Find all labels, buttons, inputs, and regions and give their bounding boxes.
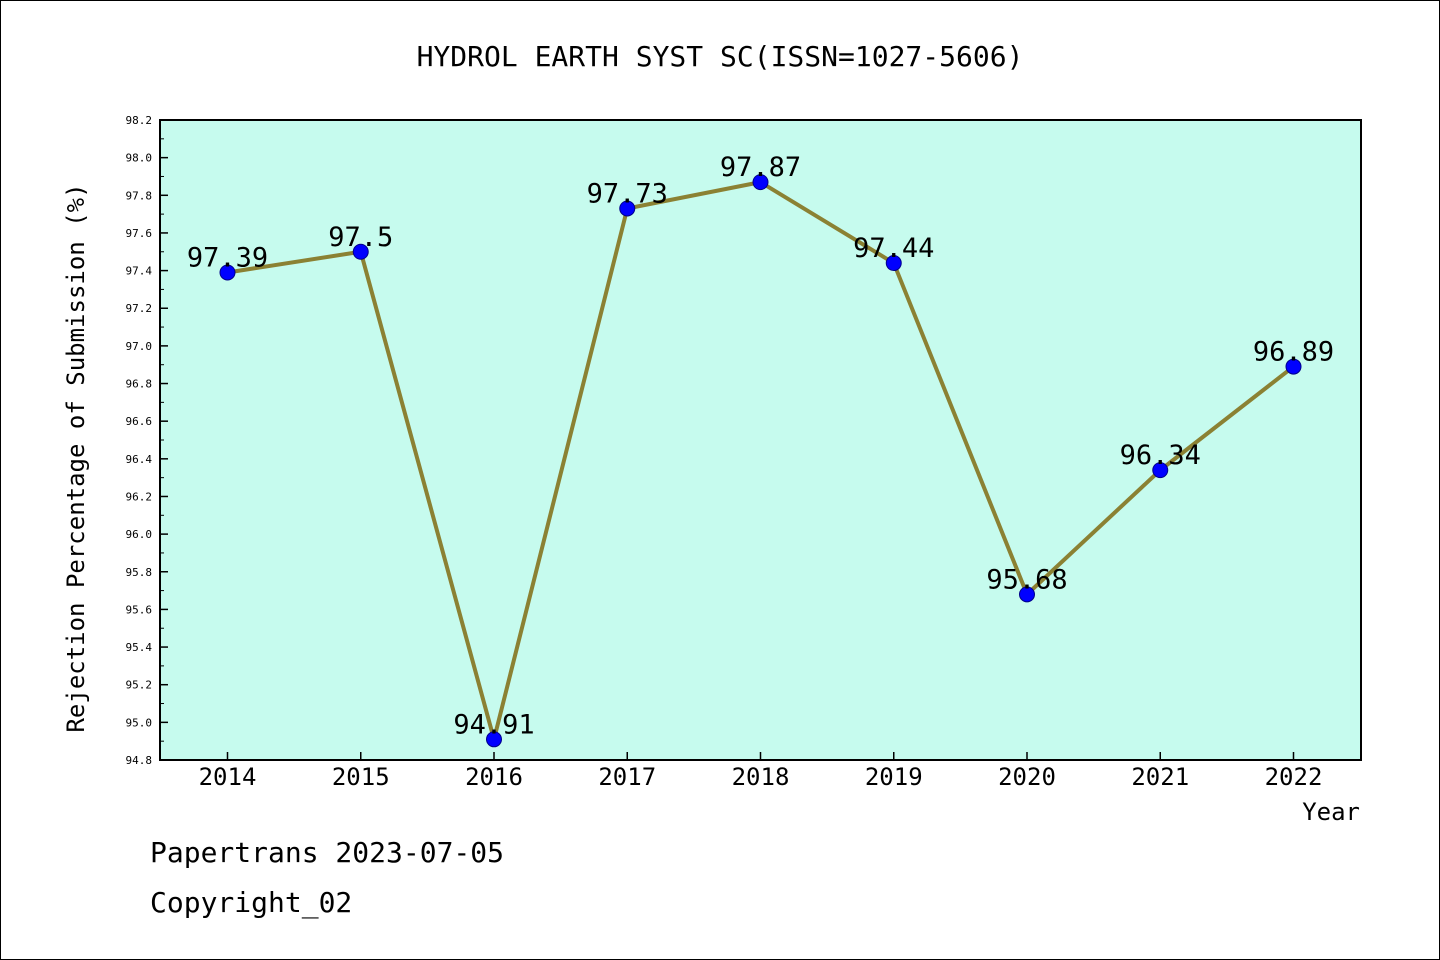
y-tick-label: 95.6 xyxy=(126,603,153,616)
x-axis-ticks: 2014 2015 2016 2017 2018 2019 2020 2021 2022 xyxy=(199,752,1323,791)
y-tick-label: 95.2 xyxy=(126,679,153,692)
data-point xyxy=(885,255,902,272)
data-point xyxy=(1152,462,1169,479)
x-axis-label: Year xyxy=(1302,798,1360,826)
data-label: 97.39 xyxy=(187,242,268,273)
y-tick-label: 96.8 xyxy=(126,378,153,391)
y-tick-label: 96.0 xyxy=(126,528,153,541)
data-point xyxy=(619,200,636,217)
data-label: 94.91 xyxy=(453,709,534,740)
data-point xyxy=(1285,358,1302,375)
y-tick-label: 95.4 xyxy=(126,641,153,654)
y-tick-label: 96.6 xyxy=(126,415,153,428)
x-tick-label: 2016 xyxy=(465,763,523,791)
data-point xyxy=(752,174,769,191)
data-label: 96.34 xyxy=(1120,440,1201,471)
data-point xyxy=(486,731,502,748)
data-label: 96.89 xyxy=(1253,337,1334,368)
y-axis-ticks: 94.8 95.0 95.2 95.4 95.6 95.8 96.0 96.2 96.4 96.6… xyxy=(126,114,168,767)
y-tick-label: 97.6 xyxy=(126,227,153,240)
x-tick-label: 2015 xyxy=(332,763,390,791)
y-tick-label: 94.8 xyxy=(126,754,153,767)
data-labels: 97.39 97.5 94.91 97.73 97.87 97.44 95.68 96.34 9… xyxy=(187,152,1334,740)
footer-copyright: Copyright_02 xyxy=(150,886,353,919)
data-label: 97.73 xyxy=(587,178,668,209)
plot-area xyxy=(159,119,1362,761)
data-label: 95.68 xyxy=(986,564,1067,595)
y-tick-label: 98.0 xyxy=(126,152,153,165)
x-tick-label: 2017 xyxy=(598,763,656,791)
data-label: 97.44 xyxy=(853,233,934,264)
y-tick-label: 96.4 xyxy=(126,453,153,466)
data-point xyxy=(1019,586,1035,603)
y-axis-label: Rejection Percentage of Submission (%) xyxy=(62,183,90,732)
x-tick-label: 2019 xyxy=(865,763,923,791)
series-markers xyxy=(219,174,1302,748)
y-tick-label: 97.8 xyxy=(126,189,153,202)
x-tick-label: 2022 xyxy=(1265,763,1323,791)
data-label: 97.5 xyxy=(328,222,393,253)
footer-date: Papertrans 2023-07-05 xyxy=(150,836,505,869)
x-tick-label: 2014 xyxy=(199,763,257,791)
x-tick-label: 2018 xyxy=(732,763,790,791)
y-tick-label: 96.2 xyxy=(126,490,153,503)
y-tick-label: 97.0 xyxy=(126,340,153,353)
y-tick-label: 95.0 xyxy=(126,716,153,729)
x-tick-label: 2021 xyxy=(1131,763,1189,791)
y-tick-label: 97.4 xyxy=(126,265,153,278)
chart-title: HYDROL EARTH SYST SC(ISSN=1027-5606) xyxy=(417,40,1024,73)
data-label: 97.87 xyxy=(720,152,801,183)
y-tick-label: 97.2 xyxy=(126,302,153,315)
x-tick-label: 2020 xyxy=(998,763,1056,791)
y-tick-label: 95.8 xyxy=(126,566,153,579)
y-tick-label: 98.2 xyxy=(126,114,153,127)
data-point xyxy=(352,243,369,260)
data-point xyxy=(219,264,236,281)
